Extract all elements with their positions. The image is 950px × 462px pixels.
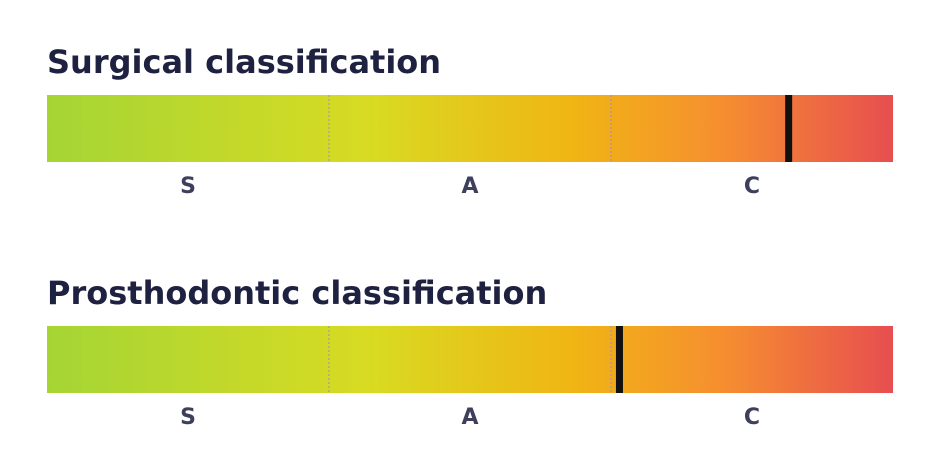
zone-label: S xyxy=(180,405,196,430)
zone-label: A xyxy=(461,405,478,430)
zone-label: S xyxy=(180,174,196,199)
zone-label: A xyxy=(461,174,478,199)
zone-label: C xyxy=(744,174,760,199)
gauge-bar xyxy=(47,95,893,162)
gauge-marker xyxy=(785,95,793,162)
gauge-title: Prosthodontic classification xyxy=(47,274,547,312)
zone-label: C xyxy=(744,405,760,430)
gauge-bar xyxy=(47,326,893,393)
gauge-marker xyxy=(615,326,623,393)
gauge-title: Surgical classification xyxy=(47,43,441,81)
